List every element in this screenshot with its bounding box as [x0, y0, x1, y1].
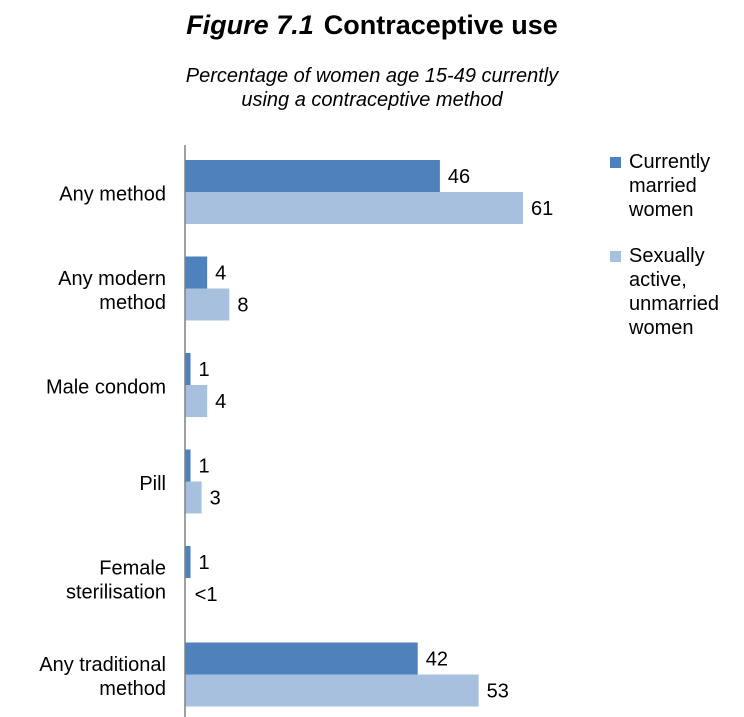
- subtitle-line-2: using a contraceptive method: [241, 89, 503, 111]
- bar-s2-2: [185, 385, 208, 417]
- data-label-s2-1: 8: [237, 295, 248, 317]
- bar-s2-1: [185, 288, 230, 321]
- category-label-1-0: Any modern: [58, 268, 166, 290]
- figure-label: Figure 7.1: [186, 10, 314, 40]
- bar-s2-0: [185, 192, 523, 224]
- category-label-1-1: method: [99, 292, 166, 314]
- legend-label-series-1: Currently married women: [629, 151, 711, 221]
- data-label-s2-0: 61: [531, 198, 553, 220]
- category-label-4-1: sterilisation: [66, 581, 166, 603]
- bar-s1-3: [185, 449, 191, 482]
- legend-item-sexually-active-unmarried: Sexually active, unmarried women: [610, 244, 740, 340]
- data-label-s1-5: 42: [426, 649, 448, 671]
- chart-legend: Currently married women Sexually active,…: [610, 150, 740, 340]
- legend-swatch-series-2: [610, 251, 621, 262]
- chart-subtitle: Percentage of women age 15-49 currently …: [0, 64, 744, 112]
- bar-s1-5: [185, 642, 418, 675]
- bar-s2-5: [185, 674, 479, 707]
- bar-s1-0: [185, 160, 440, 192]
- category-label-0-0: Any method: [59, 183, 166, 205]
- category-label-4-0: Female: [99, 557, 166, 579]
- data-label-s2-2: 4: [215, 391, 226, 413]
- bar-s1-4: [185, 546, 191, 578]
- data-label-s1-4: 1: [199, 552, 210, 574]
- category-label-2-0: Male condom: [46, 376, 166, 398]
- legend-swatch-series-1: [610, 157, 621, 168]
- bar-s1-2: [185, 353, 191, 385]
- data-label-s2-3: 3: [210, 488, 221, 510]
- category-label-3-0: Pill: [139, 473, 166, 495]
- data-label-s1-2: 1: [199, 359, 210, 381]
- category-label-5-0: Any traditional: [39, 654, 166, 676]
- category-label-5-1: method: [99, 678, 166, 700]
- data-label-s1-1: 4: [215, 263, 226, 285]
- chart-title: Figure 7.1 Contraceptive use: [0, 10, 744, 41]
- legend-item-currently-married: Currently married women: [610, 150, 740, 222]
- data-label-s1-3: 1: [199, 456, 210, 478]
- legend-label-series-2: Sexually active, unmarried women: [629, 245, 720, 339]
- data-label-s2-4: <1: [195, 584, 218, 606]
- title-text: Contraceptive use: [323, 10, 558, 40]
- bar-s2-3: [185, 481, 202, 514]
- bar-s1-1: [185, 256, 208, 289]
- subtitle-line-1: Percentage of women age 15-49 currently: [185, 65, 559, 87]
- data-label-s1-0: 46: [448, 166, 470, 188]
- data-label-s2-5: 53: [487, 681, 509, 703]
